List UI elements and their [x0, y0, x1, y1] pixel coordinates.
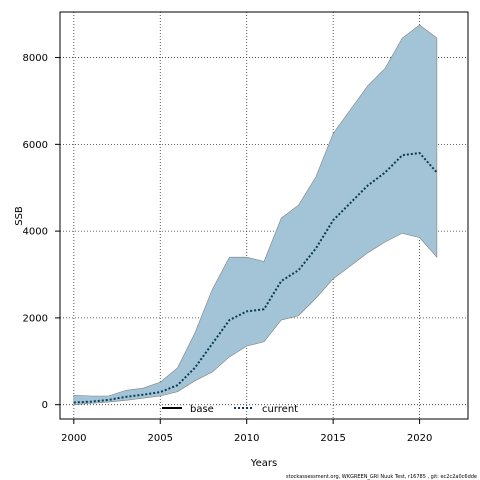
legend-label-current: current	[262, 404, 298, 415]
footer-credit: stockassessment.org, WKGREEN_GRI Nuuk Te…	[286, 474, 477, 480]
x-tick-label: 2005	[148, 433, 173, 444]
y-tick-label: 4000	[23, 227, 48, 238]
series-line-layer	[73, 151, 438, 404]
y-tick-label: 6000	[23, 140, 48, 151]
confidence-band	[73, 24, 438, 406]
y-tick-label: 2000	[23, 313, 48, 324]
legend: base current	[162, 404, 298, 415]
y-axis-title: SSB	[14, 206, 25, 226]
confidence-band-layer	[73, 24, 438, 406]
series-line-current	[73, 151, 438, 404]
x-tick-label: 2020	[407, 433, 432, 444]
legend-label-base: base	[190, 404, 214, 415]
x-tick-label: 2000	[61, 433, 86, 444]
y-tick-label: 8000	[23, 53, 48, 64]
x-axis-title: Years	[250, 458, 277, 469]
x-tick-label: 2015	[320, 433, 345, 444]
plot-frame	[59, 11, 469, 420]
x-tick-label: 2010	[234, 433, 259, 444]
y-axis: 0 2000 4000 6000 8000	[23, 53, 60, 411]
y-tick-label: 0	[42, 400, 48, 411]
x-axis: 2000 2005 2010 2015 2020	[61, 419, 432, 444]
